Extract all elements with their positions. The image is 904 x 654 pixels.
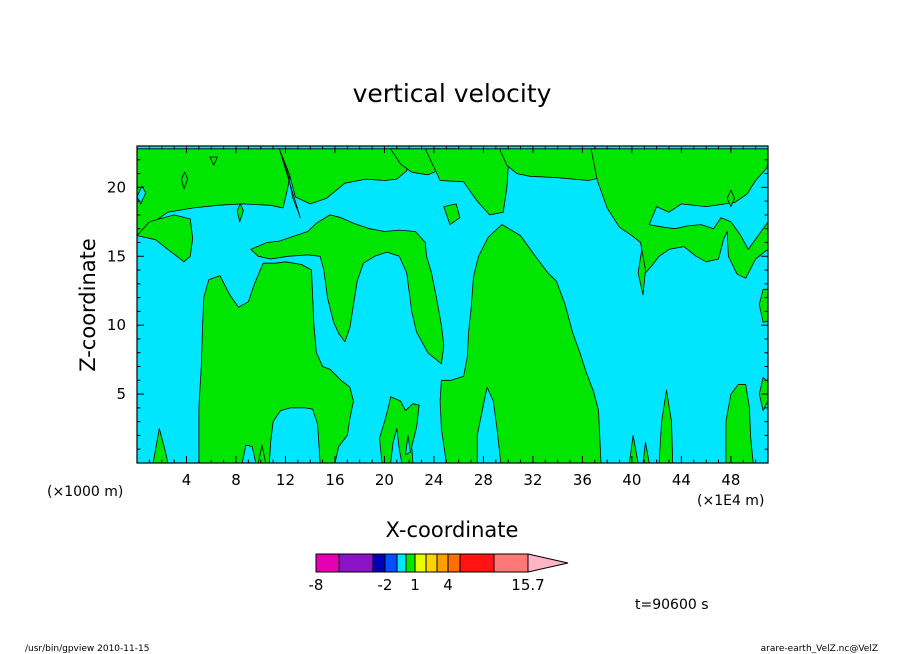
x-tick-label: 48 <box>721 471 740 489</box>
x-tick-label: 8 <box>231 471 241 489</box>
contour-region-positive <box>443 203 461 226</box>
contour-region-positive <box>137 148 295 237</box>
contour-region-positive <box>257 444 267 463</box>
x-tick-label: 12 <box>276 471 295 489</box>
x-tick-label: 4 <box>182 471 192 489</box>
colorbar-swatch <box>447 553 461 573</box>
y-tick-label: 15 <box>107 247 126 265</box>
contour-region-positive <box>181 171 189 190</box>
x-tick-labels: 4 8 12 16 20 24 28 32 36 40 44 48 <box>182 471 741 489</box>
contour-region-positive <box>725 383 754 463</box>
colorbar-tick-label: -8 <box>309 576 324 594</box>
colorbar-arrow <box>527 553 569 573</box>
axis-ticks <box>137 146 768 463</box>
y-tick-label: 5 <box>116 385 126 403</box>
x-tick-label: 44 <box>672 471 691 489</box>
colorbar-swatch <box>338 553 374 573</box>
contour-region-positive <box>209 156 218 166</box>
x-units-left: (×1000 m) <box>47 484 123 500</box>
colorbar <box>315 553 569 573</box>
colorbar-tick-label: 1 <box>410 576 420 594</box>
colorbar-tick-labels: -8 -2 1 4 15.7 <box>309 576 545 594</box>
contour-region-negative <box>476 386 502 463</box>
footer-right: arare-earth_VelZ.nc@VelZ <box>761 644 878 654</box>
colorbar-tick-label: 4 <box>443 576 453 594</box>
x-tick-label: 16 <box>325 471 344 489</box>
colorbar-swatch <box>493 553 529 573</box>
contour-region-positive <box>250 214 445 365</box>
colorbar-swatch <box>396 553 407 573</box>
colorbar-tick-label: -2 <box>378 576 393 594</box>
colorbar-swatch <box>459 553 495 573</box>
contour-region-positive <box>637 248 646 296</box>
colorbar-tick-label: 15.7 <box>511 576 544 594</box>
contour-region-negative <box>648 159 768 250</box>
colorbar-swatch <box>436 553 449 573</box>
footer-left: /usr/bin/gpview 2010-11-15 <box>25 644 149 654</box>
plot-frame <box>136 145 769 464</box>
contour-region-negative <box>241 444 257 463</box>
x-tick-label: 40 <box>622 471 641 489</box>
x-tick-label: 36 <box>573 471 592 489</box>
contour-regions <box>137 148 768 463</box>
contour-region-positive <box>642 441 650 463</box>
y-tick-label: 20 <box>107 178 126 196</box>
x-tick-label: 32 <box>523 471 542 489</box>
colorbar-swatch <box>425 553 438 573</box>
contour-region-positive <box>439 224 602 463</box>
colorbar-swatch <box>405 553 416 573</box>
x-units-right: (×1E4 m) <box>697 493 764 509</box>
y-axis-label: Z-coordinate <box>76 238 100 372</box>
time-label: t=90600 s <box>635 597 709 613</box>
x-tick-label: 28 <box>474 471 493 489</box>
plot-area <box>136 145 769 464</box>
colorbar-swatch <box>315 553 340 573</box>
x-tick-label: 20 <box>375 471 394 489</box>
contour-region-positive <box>278 148 301 219</box>
contour-region-positive <box>726 189 735 208</box>
chart-title: vertical velocity <box>353 79 552 108</box>
y-tick-labels: 5 10 15 20 <box>107 178 126 403</box>
colorbar-swatch <box>384 553 398 573</box>
x-axis-label: X-coordinate <box>386 518 519 542</box>
contour-region-positive <box>236 203 244 223</box>
contour-region-negative <box>390 428 403 463</box>
contour-region-negative <box>268 407 321 463</box>
contour-region-positive <box>152 428 169 463</box>
contour-region-negative <box>405 434 411 456</box>
y-tick-label: 10 <box>107 316 126 334</box>
x-tick-label: 24 <box>424 471 443 489</box>
contour-region-positive <box>198 261 354 463</box>
contour-region-positive <box>658 389 674 463</box>
colorbar-swatch <box>414 553 427 573</box>
colorbar-swatch <box>372 553 386 573</box>
contour-region-positive <box>137 214 194 263</box>
